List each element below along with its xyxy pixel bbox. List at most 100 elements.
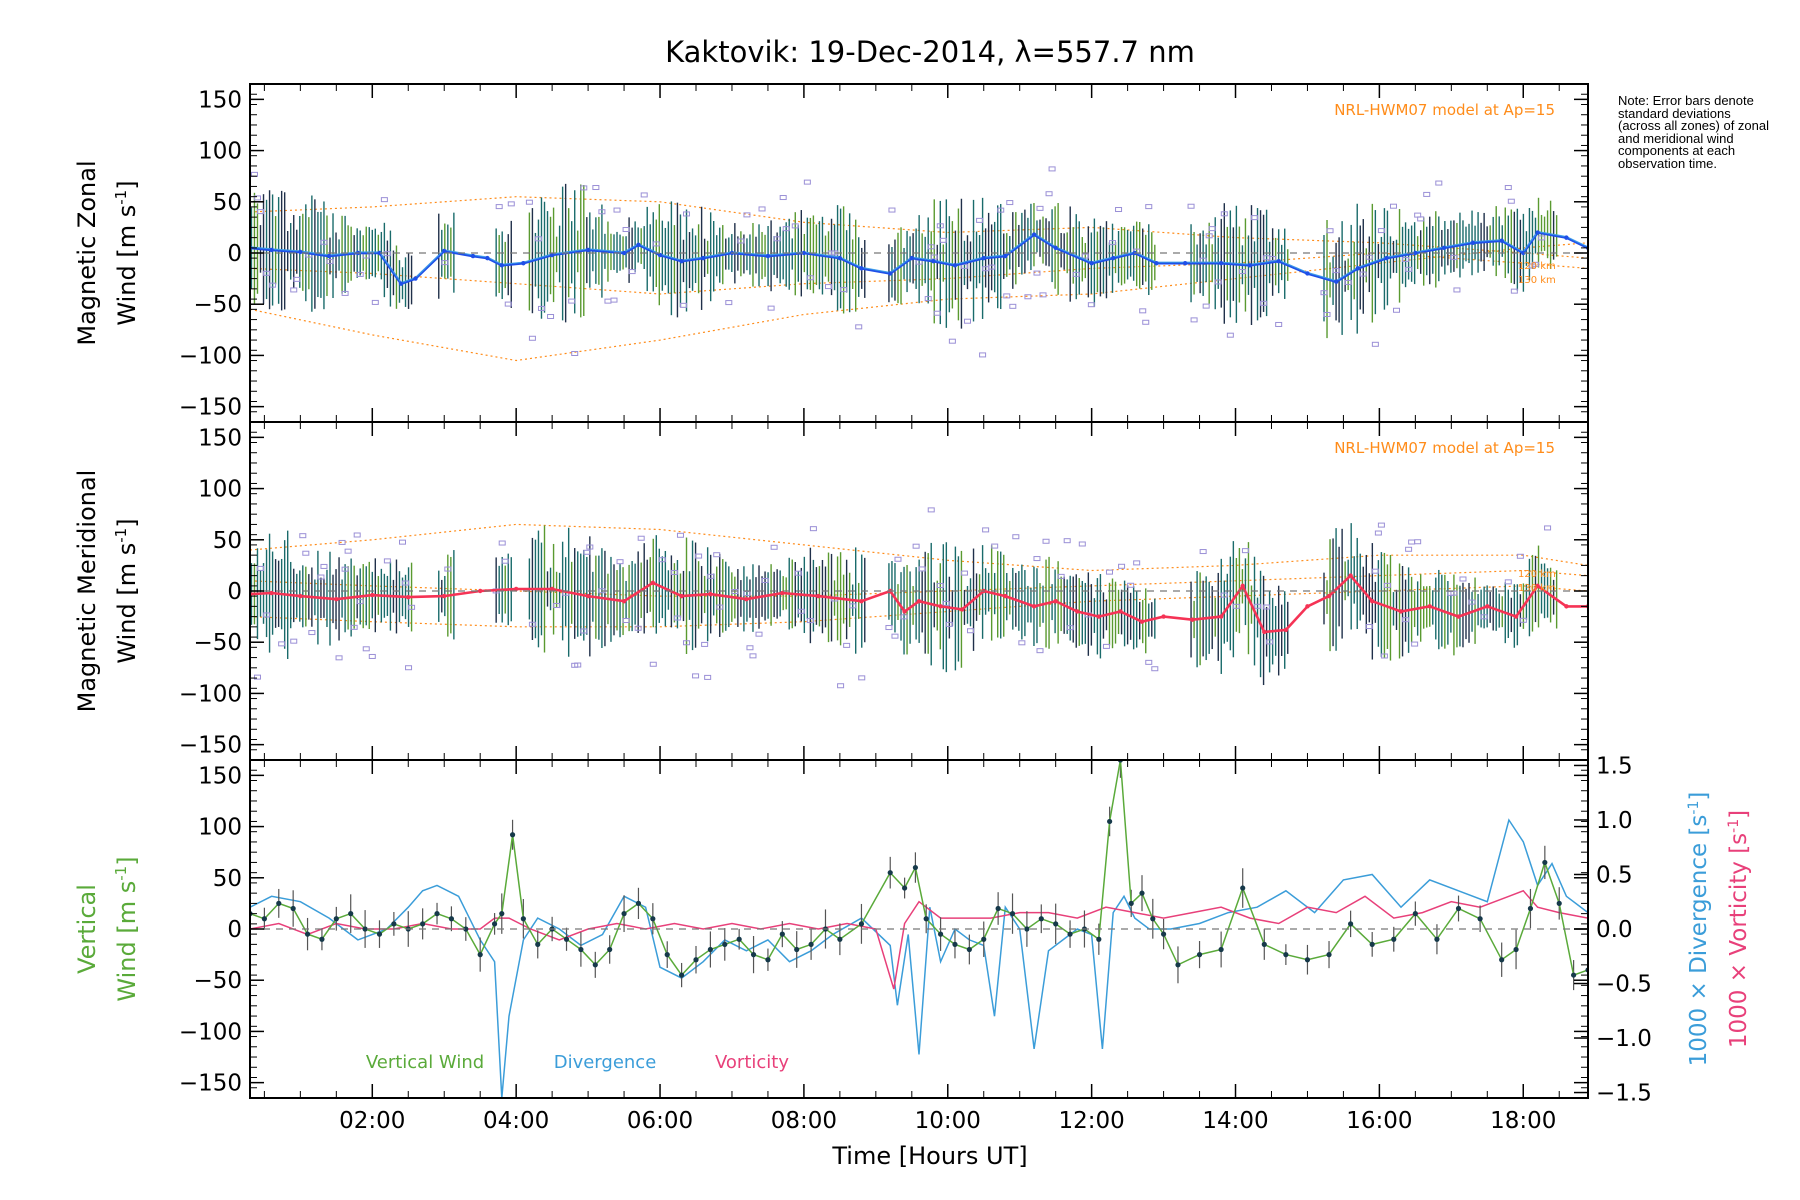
zone-point — [758, 206, 766, 212]
zone-point — [679, 302, 687, 308]
zonal-mean-point — [1276, 258, 1281, 264]
zone-point — [1377, 522, 1385, 528]
zone-point — [1251, 215, 1259, 221]
y-axis-label-units: Wind [m s — [113, 881, 141, 1002]
zone-point — [930, 254, 938, 260]
zone-point — [637, 535, 645, 541]
vertical-wind-point — [765, 957, 771, 963]
vertical-wind-point — [664, 952, 670, 958]
zonal-mean-point — [585, 247, 591, 253]
zone-point — [504, 301, 512, 307]
meridional-mean-point — [585, 593, 591, 599]
zone-point — [1377, 228, 1385, 234]
zone-point — [1199, 549, 1207, 555]
zone-point — [1405, 266, 1413, 272]
zone-point — [701, 641, 709, 647]
zone-point — [888, 207, 896, 213]
y-tick-label: 50 — [213, 866, 242, 892]
zone-point — [855, 324, 863, 330]
zonal-mean-point — [679, 258, 684, 264]
zone-point — [939, 237, 947, 243]
vertical-wind-point — [1369, 941, 1375, 947]
zone-point — [927, 244, 935, 250]
right-y-tick-label: −1.5 — [1596, 1081, 1652, 1107]
zone-point — [383, 558, 391, 564]
vertical-wind-point — [304, 931, 311, 937]
zone-point — [257, 209, 265, 215]
meridional-mean-point — [334, 596, 339, 602]
zone-point — [1202, 303, 1210, 309]
meridional-mean-point — [1161, 614, 1166, 619]
zonal-mean-point — [298, 249, 303, 255]
y-tick-label: −150 — [179, 395, 242, 421]
zonal-wind-panel: NRL-HWM07 model at Ap=15 120 km 130 km −150… — [73, 83, 1589, 423]
zone-point — [683, 211, 691, 217]
meridional-mean-point — [959, 607, 965, 612]
zone-point — [586, 544, 594, 550]
zone-point — [1365, 254, 1373, 260]
meridional-wind-panel: NRL-HWM07 model at Ap=15 120 km 130 km −150… — [73, 421, 1589, 761]
zone-point — [253, 195, 261, 201]
meridional-mean-point — [650, 580, 656, 586]
zonal-mean-point — [1218, 261, 1224, 266]
zone-point — [803, 179, 811, 185]
zone-point — [1263, 604, 1271, 610]
zone-point — [1393, 307, 1401, 313]
vertical-wind-point — [1304, 957, 1311, 963]
vertical-wind-point — [902, 885, 908, 891]
y-axis-label-line2: Wind [m s-1] — [112, 518, 141, 663]
zone-point — [534, 236, 542, 242]
zone-point — [571, 350, 579, 356]
zonal-mean-point — [1031, 232, 1037, 237]
vertical-wind-point — [1527, 905, 1534, 912]
zone-point — [1208, 226, 1216, 232]
zonal-mean-point — [1053, 245, 1058, 251]
zone-point — [1450, 590, 1458, 596]
model-height-label: 120 km — [1518, 569, 1556, 580]
vertical-wind-point — [535, 941, 541, 947]
zone-point — [1435, 180, 1443, 186]
vertical-wind-point — [1499, 957, 1505, 963]
zone-point — [1205, 233, 1213, 239]
meridional-mean-point — [1485, 604, 1490, 609]
vertical-wind-point — [592, 962, 598, 968]
y-tick-label: −50 — [193, 968, 242, 994]
zone-point — [1036, 205, 1044, 211]
divergence-axis-label: 1000 × Divergence [s-1] — [1686, 792, 1712, 1067]
model-height-label: 130 km — [1518, 583, 1556, 594]
zone-point — [743, 212, 751, 218]
x-tick-label: 14:00 — [1202, 1108, 1268, 1134]
vertical-wind-point — [448, 916, 455, 922]
meridional-mean-point — [1305, 604, 1310, 609]
zone-point — [894, 556, 902, 562]
meridional-mean-point — [1003, 593, 1008, 599]
vertical-wind-point — [912, 864, 919, 871]
vertical-wind-point — [434, 911, 440, 917]
zone-point — [942, 600, 950, 606]
zone-point — [716, 604, 724, 610]
note-text: Note: Error bars denote standard deviati… — [1618, 95, 1770, 171]
zone-point — [1507, 198, 1515, 204]
zone-point — [1468, 599, 1476, 605]
zonal-mean-point — [1521, 250, 1526, 256]
vertical-wind-point — [290, 905, 296, 912]
vertical-wind-point — [1150, 916, 1156, 922]
zone-point — [1516, 553, 1524, 559]
zonal-mean-point — [413, 276, 418, 281]
meridional-mean-point — [1031, 604, 1037, 609]
zone-point — [399, 539, 407, 545]
zone-point — [1519, 617, 1527, 623]
y-axis-label-line2: Wind [m s-1] — [112, 180, 141, 325]
vertical-wind-point — [981, 936, 987, 942]
zone-point — [326, 259, 334, 265]
zone-point — [622, 227, 630, 233]
zonal-mean-point — [398, 281, 404, 286]
divergence-line — [250, 818, 1588, 1098]
vertical-wind-point — [578, 946, 584, 953]
zone-point — [1326, 228, 1334, 234]
zone-point — [1033, 556, 1041, 562]
zone-point — [616, 559, 624, 565]
vertical-wind-point — [261, 916, 267, 922]
y-axis-label-bracket: ] — [113, 518, 141, 527]
